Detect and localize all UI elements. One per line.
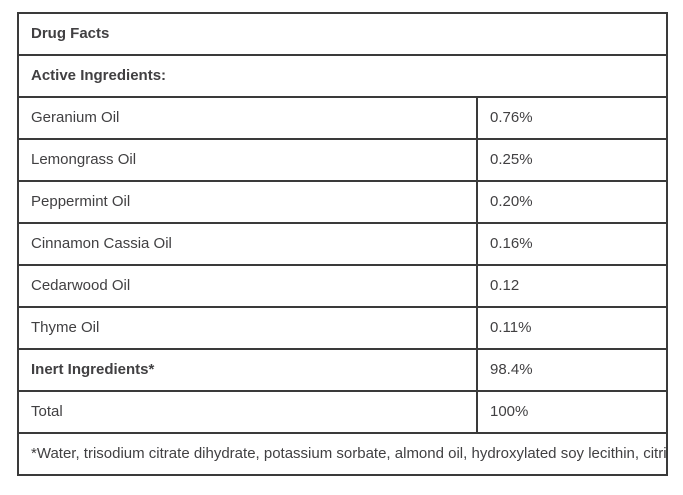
inert-ingredients-footnote: *Water, trisodium citrate dihydrate, pot… — [16, 432, 669, 476]
ingredient-value: 100% — [475, 390, 669, 434]
ingredient-row-total: Total 100% — [17, 390, 669, 434]
ingredient-name: Total — [17, 390, 478, 434]
ingredient-row-thyme: Thyme Oil 0.11% — [17, 306, 669, 350]
ingredient-row-cedarwood: Cedarwood Oil 0.12 — [17, 264, 669, 308]
ingredient-value: 0.76% — [475, 96, 669, 140]
ingredient-name: Thyme Oil — [17, 306, 478, 350]
table-title: Drug Facts — [16, 12, 669, 56]
ingredient-row-geranium: Geranium Oil 0.76% — [17, 96, 669, 140]
drug-facts-table: Drug Facts Active Ingredients: Geranium … — [16, 12, 669, 476]
ingredient-value: 0.25% — [475, 138, 669, 182]
footnote-row: *Water, trisodium citrate dihydrate, pot… — [16, 432, 669, 476]
ingredient-value: 0.20% — [475, 180, 669, 224]
ingredient-name: Geranium Oil — [17, 96, 478, 140]
ingredient-name: Cinnamon Cassia Oil — [17, 222, 478, 266]
ingredient-row-inert: Inert Ingredients* 98.4% — [17, 348, 669, 392]
ingredient-name: Lemongrass Oil — [17, 138, 478, 182]
ingredient-value: 0.16% — [475, 222, 669, 266]
ingredient-name: Peppermint Oil — [17, 180, 478, 224]
table-title-row: Drug Facts — [16, 12, 669, 56]
ingredient-value: 0.11% — [475, 306, 669, 350]
ingredient-row-lemongrass: Lemongrass Oil 0.25% — [17, 138, 669, 182]
ingredient-name: Cedarwood Oil — [17, 264, 478, 308]
section-header-row: Active Ingredients: — [16, 54, 669, 98]
active-ingredients-header: Active Ingredients: — [16, 54, 669, 98]
ingredient-value: 98.4% — [475, 348, 669, 392]
ingredient-name: Inert Ingredients* — [17, 348, 478, 392]
ingredient-value: 0.12 — [475, 264, 669, 308]
ingredient-row-cinnamon-cassia: Cinnamon Cassia Oil 0.16% — [17, 222, 669, 266]
ingredient-row-peppermint: Peppermint Oil 0.20% — [17, 180, 669, 224]
